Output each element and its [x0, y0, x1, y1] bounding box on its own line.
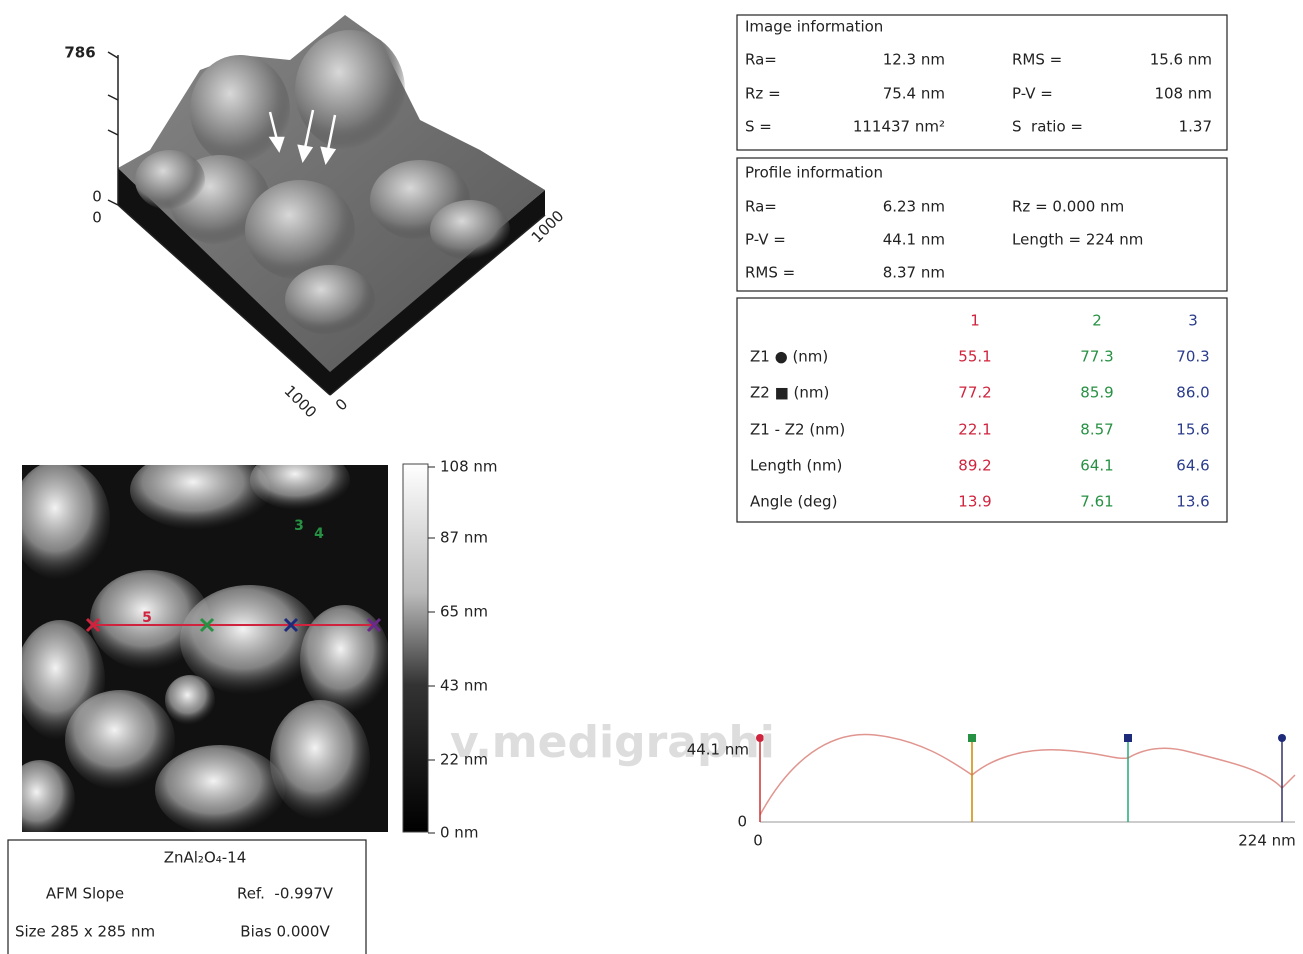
grain — [165, 675, 215, 725]
y-label: 0 — [737, 813, 747, 831]
info-cell: S = — [745, 118, 772, 136]
cell-value: 64.1 — [1080, 457, 1113, 475]
column-header: 1 — [970, 312, 980, 330]
row-label: Length (nm) — [750, 457, 842, 475]
column-header: 3 — [1188, 312, 1198, 330]
grain — [65, 690, 175, 790]
image-marker: 3 — [294, 518, 304, 534]
box-title: Image information — [745, 18, 883, 36]
cell-value: 15.6 — [1176, 421, 1209, 439]
profile-curve — [760, 734, 1295, 815]
cell-value: 85.9 — [1080, 384, 1113, 402]
box-title: Profile information — [745, 164, 883, 182]
column-header: 2 — [1092, 312, 1102, 330]
caption-cell: Bias 0.000V — [240, 923, 330, 941]
info-cell: P-V = — [1012, 85, 1053, 103]
info-cell: 111437 nm² — [853, 118, 945, 136]
info-cell: 1.37 — [1179, 118, 1212, 136]
cell-value: 8.57 — [1080, 421, 1113, 439]
x-label: 0 — [753, 832, 763, 850]
colorbar-label: 22 nm — [440, 751, 488, 769]
cell-value: 70.3 — [1176, 348, 1209, 366]
caption-cell: AFM Slope — [46, 885, 124, 903]
cell-value: 77.3 — [1080, 348, 1113, 366]
z-max-label: 786 — [64, 44, 95, 62]
row-label: Z2 ■ (nm) — [750, 384, 829, 402]
info-cell: 8.37 nm — [883, 264, 945, 282]
grain — [270, 700, 370, 820]
info-cell: 15.6 nm — [1150, 51, 1212, 69]
caption-cell: Size 285 x 285 nm — [15, 923, 155, 941]
x-label: 224 nm — [1238, 832, 1296, 850]
image-marker: 4 — [314, 526, 324, 542]
cell-value: 13.6 — [1176, 493, 1209, 511]
cursor-lines — [756, 734, 1286, 822]
grain — [130, 450, 270, 530]
surface-3d — [108, 15, 545, 395]
info-cell: RMS = — [745, 264, 795, 282]
profile-plot — [756, 734, 1295, 822]
page: AFM figure { "surface_3d": {"z_max": "78… — [0, 0, 1303, 954]
cell-value: 13.9 — [958, 493, 991, 511]
info-cell: 75.4 nm — [883, 85, 945, 103]
colorbar-label: 87 nm — [440, 529, 488, 547]
grain — [5, 760, 75, 840]
image-marker: 5 — [142, 610, 152, 626]
grain — [155, 745, 285, 835]
z-min-label: 0 — [92, 188, 102, 206]
caption-title: ZnAl₂O₄-14 — [164, 849, 247, 867]
caption-cell: Ref. -0.997V — [237, 885, 334, 903]
cell-value: 7.61 — [1080, 493, 1113, 511]
info-cell: S ratio = — [1012, 118, 1083, 136]
grain — [10, 460, 110, 580]
origin-label: 0 — [92, 209, 102, 227]
row-label: Z1 ● (nm) — [750, 348, 828, 366]
height-image — [5, 450, 428, 840]
info-cell: P-V = — [745, 231, 786, 249]
measurement-box — [737, 298, 1227, 522]
cell-value: 55.1 — [958, 348, 991, 366]
colorbar — [403, 464, 428, 832]
info-cell: Rz = — [745, 85, 781, 103]
info-cell: Ra= — [745, 51, 777, 69]
info-cell: 6.23 nm — [883, 198, 945, 216]
cell-value: 22.1 — [958, 421, 991, 439]
colorbar-label: 108 nm — [440, 458, 498, 476]
info-cell: Rz = 0.000 nm — [1012, 198, 1124, 216]
info-cell: 108 nm — [1154, 85, 1212, 103]
figure: v.medigraphi78600100010000Image informat… — [0, 0, 1303, 954]
y-min-label: 0 — [332, 395, 351, 414]
info-cell: 12.3 nm — [883, 51, 945, 69]
grain — [250, 450, 350, 510]
colorbar-label: 43 nm — [440, 677, 488, 695]
y-label: 44.1 nm — [687, 741, 749, 759]
info-cell: Length = 224 nm — [1012, 231, 1143, 249]
y-max-label: 1000 — [280, 382, 320, 422]
info-cell: Ra= — [745, 198, 777, 216]
body: v.medigraphi78600100010000Image informat… — [0, 0, 1303, 954]
cell-value: 89.2 — [958, 457, 991, 475]
cell-value: 86.0 — [1176, 384, 1209, 402]
info-cell: 44.1 nm — [883, 231, 945, 249]
row-label: Angle (deg) — [750, 493, 837, 511]
info-cell: RMS = — [1012, 51, 1062, 69]
colorbar-label: 65 nm — [440, 603, 488, 621]
row-label: Z1 - Z2 (nm) — [750, 421, 845, 439]
cell-value: 77.2 — [958, 384, 991, 402]
colorbar-label: 0 nm — [440, 824, 478, 842]
cell-value: 64.6 — [1176, 457, 1209, 475]
